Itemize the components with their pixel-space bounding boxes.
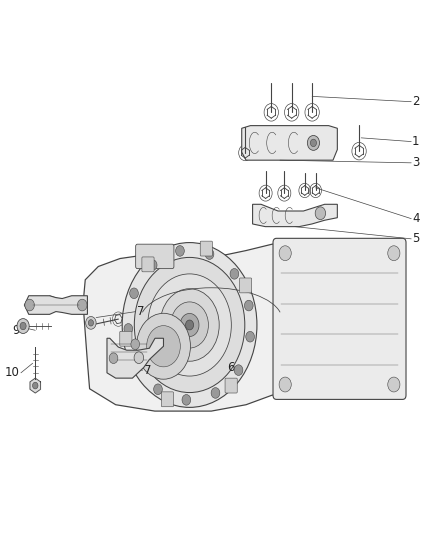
Text: 3: 3 (412, 156, 420, 169)
Circle shape (122, 243, 257, 407)
Circle shape (307, 135, 319, 150)
Circle shape (25, 299, 35, 311)
Text: 2: 2 (412, 95, 420, 108)
Circle shape (131, 339, 140, 350)
Circle shape (134, 257, 245, 392)
Circle shape (134, 352, 144, 364)
Circle shape (124, 324, 133, 334)
Circle shape (279, 377, 291, 392)
Circle shape (244, 300, 253, 311)
Polygon shape (83, 241, 403, 411)
Text: 6: 6 (227, 361, 235, 374)
Circle shape (171, 302, 208, 348)
Circle shape (88, 320, 93, 326)
Circle shape (109, 353, 118, 364)
Circle shape (147, 326, 180, 367)
Circle shape (176, 246, 184, 256)
Circle shape (246, 332, 254, 342)
Circle shape (86, 317, 96, 329)
Text: 9: 9 (13, 324, 20, 337)
FancyBboxPatch shape (273, 238, 406, 399)
Circle shape (148, 274, 231, 376)
Circle shape (315, 207, 325, 220)
FancyBboxPatch shape (136, 244, 174, 269)
Circle shape (20, 322, 26, 330)
Circle shape (78, 299, 87, 311)
Circle shape (205, 249, 214, 260)
Text: 7: 7 (137, 305, 144, 318)
Circle shape (211, 387, 220, 398)
Polygon shape (242, 126, 337, 160)
Circle shape (182, 394, 191, 405)
Circle shape (160, 289, 219, 361)
Circle shape (388, 246, 400, 261)
Text: 10: 10 (4, 366, 19, 379)
Circle shape (154, 384, 162, 394)
Circle shape (130, 288, 138, 298)
FancyBboxPatch shape (200, 241, 212, 256)
Text: 5: 5 (412, 232, 420, 245)
FancyBboxPatch shape (225, 378, 237, 393)
FancyBboxPatch shape (161, 392, 173, 407)
FancyBboxPatch shape (120, 332, 132, 346)
Polygon shape (107, 338, 163, 378)
Text: 7: 7 (144, 364, 152, 377)
Polygon shape (25, 296, 88, 314)
Text: 1: 1 (412, 135, 420, 148)
Circle shape (186, 320, 194, 330)
Text: 8: 8 (76, 297, 83, 310)
Polygon shape (253, 204, 337, 227)
Circle shape (32, 382, 38, 389)
Circle shape (148, 260, 157, 270)
FancyBboxPatch shape (240, 278, 252, 293)
Polygon shape (30, 378, 41, 393)
Circle shape (133, 358, 141, 369)
FancyBboxPatch shape (142, 257, 154, 272)
Circle shape (388, 377, 400, 392)
Circle shape (279, 246, 291, 261)
Circle shape (230, 269, 239, 279)
Circle shape (234, 365, 243, 375)
Circle shape (17, 319, 29, 334)
Text: 4: 4 (412, 212, 420, 225)
Circle shape (311, 139, 317, 147)
Circle shape (180, 313, 199, 336)
Circle shape (137, 313, 191, 379)
